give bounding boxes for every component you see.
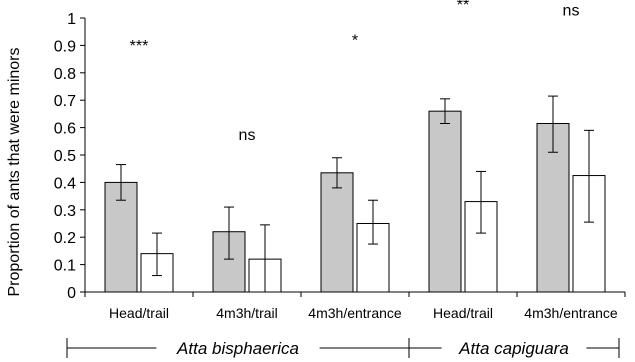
x-tick-label: Head/trail <box>433 305 493 321</box>
y-tick-label: 0 <box>67 285 76 302</box>
x-tick-label: 4m3h/entrance <box>308 305 402 321</box>
y-tick-label: 0.1 <box>54 258 76 275</box>
bar-grey <box>320 172 354 293</box>
bars <box>104 110 606 293</box>
y-tick-label: 1 <box>67 11 76 28</box>
y-tick-label: 0.9 <box>54 38 76 55</box>
bar-grey <box>428 110 462 293</box>
significance-label: *** <box>130 38 149 55</box>
significance-label: ns <box>563 2 580 19</box>
bar-grey <box>104 181 138 293</box>
x-tick-label: 4m3h/trail <box>216 305 277 321</box>
significance-annotations: ***ns*** ns <box>130 0 580 144</box>
y-tick-label: 0.4 <box>54 175 76 192</box>
x-tick-label: Head/trail <box>109 305 169 321</box>
significance-label: ** <box>457 0 469 14</box>
group-label: Atta bisphaerica <box>176 339 299 358</box>
y-axis-label: Proportion of ants that were minors <box>6 47 23 296</box>
y-tick-label: 0.7 <box>54 93 76 110</box>
y-tick-label: 0.5 <box>54 148 76 165</box>
significance-label: ns <box>239 127 256 144</box>
group-labels: Atta bisphaerica Atta capiguara <box>66 338 620 358</box>
y-tick-label: 0.2 <box>54 230 76 247</box>
group-label: Atta capiguara <box>458 339 569 358</box>
axes: 0 0.1 0.2 0.3 0.4 0.5 0.6 0.7 0.8 0.9 1 <box>54 11 626 302</box>
error-bars <box>116 95 594 293</box>
y-tick-label: 0.6 <box>54 121 76 138</box>
x-tick-label: 4m3h/entrance <box>524 305 618 321</box>
y-tick-label: 0.8 <box>54 66 76 83</box>
y-tick-label: 0.3 <box>54 203 76 220</box>
significance-label: * <box>352 32 358 49</box>
x-tick-labels: Head/trail 4m3h/trail 4m3h/entrance Head/tr… <box>109 305 618 321</box>
